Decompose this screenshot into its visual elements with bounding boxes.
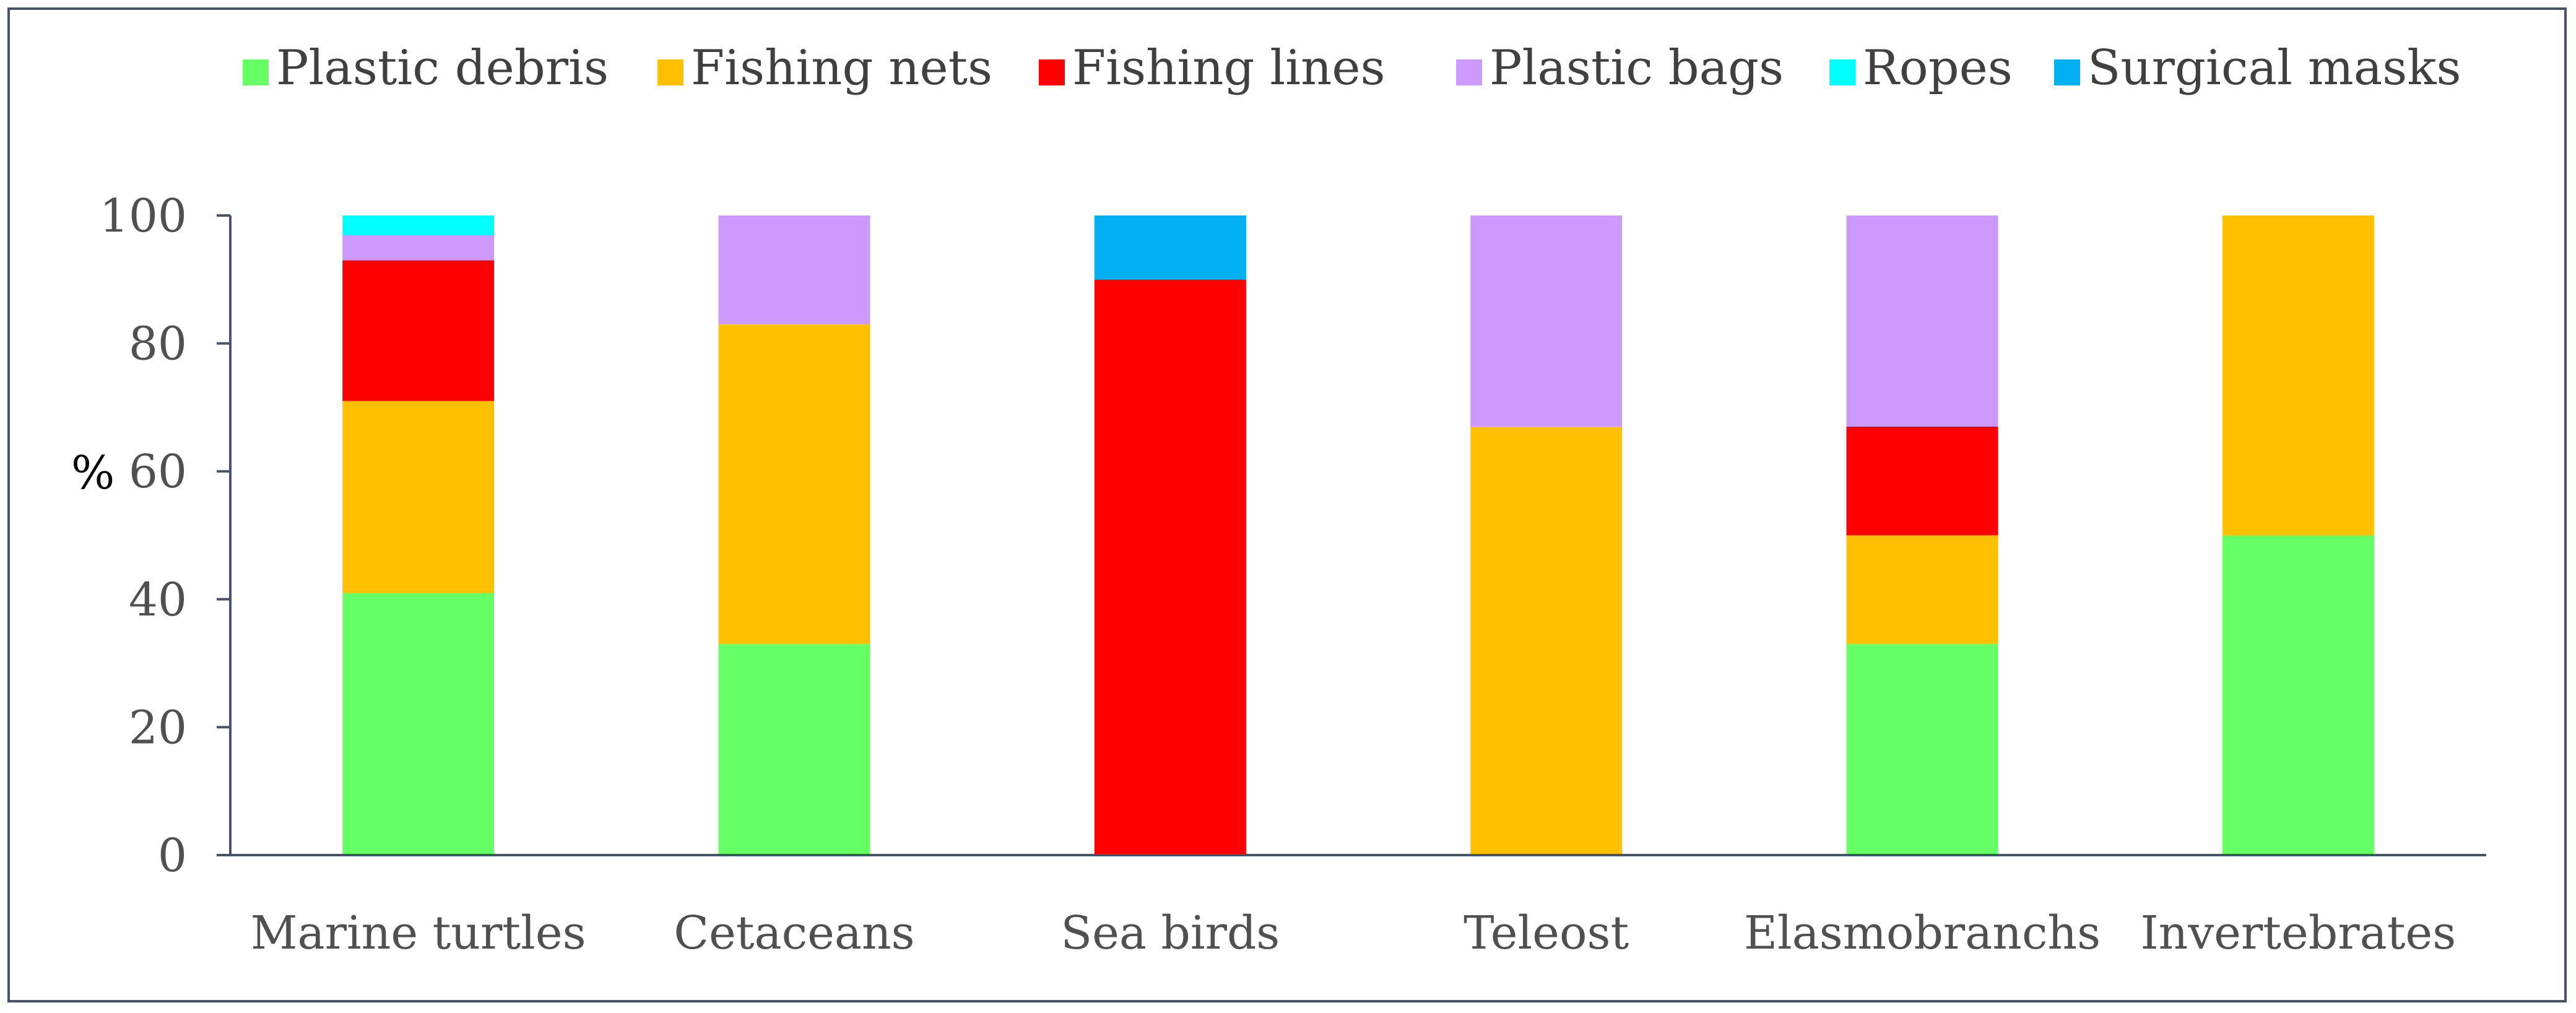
bar-invertebrates-plastic-debris	[2222, 535, 2374, 855]
x-axis: Marine turtles Cetaceans Sea birds Teleost E…	[230, 854, 2486, 960]
y-tick-label: 60	[129, 445, 187, 498]
bar-invertebrates-fishing-nets	[2222, 215, 2374, 536]
legend-label-plastic-debris: Plastic debris	[276, 40, 609, 96]
x-tick-label-elasmobranchs: Elasmobranchs	[1744, 906, 2101, 960]
bar-elasmobranchs-plastic-bags	[1846, 215, 1998, 427]
legend-label-ropes: Ropes	[1863, 40, 2013, 96]
bar-sea-birds-fishing-lines	[1094, 279, 1246, 855]
legend-swatch-fishing-nets	[657, 59, 683, 85]
y-tick-label: 80	[129, 318, 187, 371]
legend-swatch-fishing-lines	[1039, 59, 1065, 85]
bar-marine-turtles-fishing-nets	[342, 401, 495, 593]
bar-marine-turtles-ropes	[342, 215, 495, 235]
x-tick-label-marine-turtles: Marine turtles	[251, 906, 586, 960]
x-tick-label-sea-birds: Sea birds	[1060, 906, 1280, 960]
y-tick-label: 40	[129, 573, 187, 627]
x-tick-label-cetaceans: Cetaceans	[674, 906, 914, 960]
bar-marine-turtles-plastic-debris	[342, 593, 495, 855]
bars	[342, 215, 2374, 855]
bar-elasmobranchs-fishing-nets	[1846, 535, 1998, 645]
legend-label-surgical-masks: Surgical masks	[2088, 40, 2461, 96]
bar-marine-turtles-plastic-bags	[342, 234, 495, 261]
legend-label-fishing-nets: Fishing nets	[691, 40, 992, 96]
bar-teleost-fishing-nets	[1470, 426, 1623, 855]
legend-swatch-plastic-debris	[243, 59, 269, 85]
bar-elasmobranchs-fishing-lines	[1846, 426, 1998, 536]
legend-swatch-surgical-masks	[2054, 59, 2080, 85]
bar-cetaceans-plastic-debris	[718, 644, 870, 855]
bar-sea-birds-surgical-masks	[1094, 215, 1246, 280]
y-axis-label: %	[71, 446, 115, 500]
y-tick-label: 100	[100, 189, 187, 243]
bar-marine-turtles-fishing-lines	[342, 260, 495, 401]
legend-swatch-ropes	[1829, 59, 1855, 85]
bar-elasmobranchs-plastic-debris	[1846, 644, 1998, 855]
x-tick-label-teleost: Teleost	[1464, 906, 1629, 960]
y-axis: 0 20 40 60 80 100	[100, 189, 232, 882]
legend: Plastic debris Fishing nets Fishing lines P…	[243, 40, 2461, 96]
bar-teleost-plastic-bags	[1470, 215, 1623, 427]
legend-swatch-plastic-bags	[1456, 59, 1482, 85]
bar-cetaceans-fishing-nets	[718, 324, 870, 645]
bar-cetaceans-plastic-bags	[718, 215, 870, 324]
x-tick-label-invertebrates: Invertebrates	[2140, 906, 2456, 960]
y-tick-label: 20	[129, 701, 187, 754]
legend-label-fishing-lines: Fishing lines	[1072, 40, 1386, 96]
legend-label-plastic-bags: Plastic bags	[1490, 40, 1784, 96]
y-tick-label: 0	[158, 829, 187, 882]
